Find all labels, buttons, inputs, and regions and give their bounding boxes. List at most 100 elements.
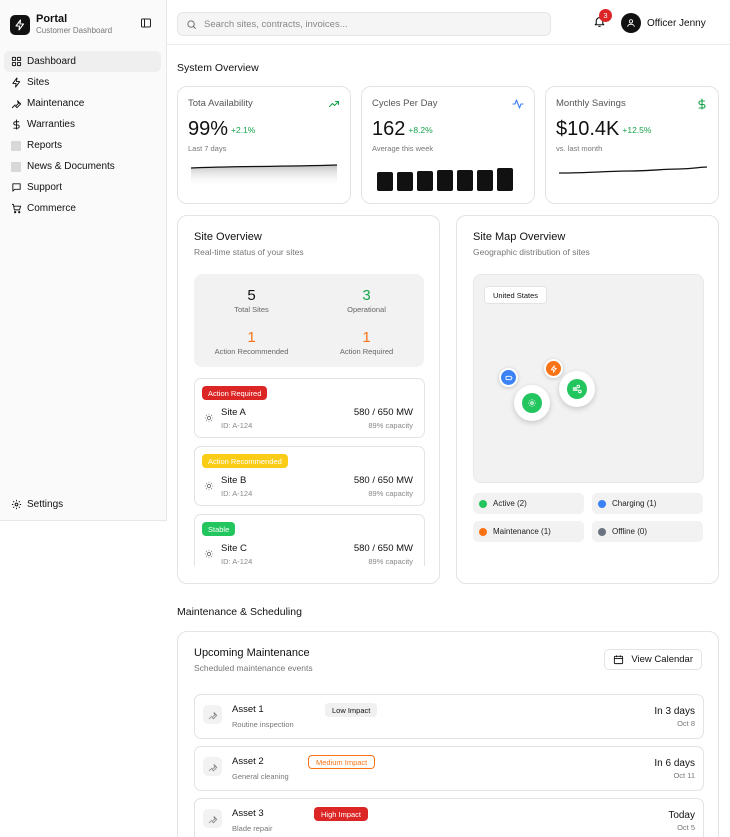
site-overview-subtitle: Real-time status of your sites [194, 247, 304, 257]
map-marker-charging[interactable] [499, 368, 518, 387]
map-marker-maintenance[interactable] [544, 359, 563, 378]
site-map[interactable]: United States [473, 274, 704, 483]
maintenance-when: Today [668, 810, 695, 821]
search-placeholder: Search sites, contracts, invoices... [204, 18, 348, 30]
stat-sub: vs. last month [556, 144, 603, 153]
grid-icon [10, 56, 22, 68]
sidebar-item-maintenance[interactable]: Maintenance [4, 93, 161, 114]
chat-icon [10, 182, 22, 194]
impact-badge: Medium Impact [308, 755, 376, 769]
maintenance-date: Oct 11 [673, 771, 695, 780]
summary-operational: 3 Operational [309, 287, 424, 314]
sidebar-item-dashboard[interactable]: Dashboard [4, 51, 161, 72]
trending-up-icon [328, 98, 340, 110]
site-id: ID: A-124 [221, 421, 253, 430]
user-menu[interactable]: Officer Jenny [621, 13, 706, 33]
brand[interactable]: Portal Customer Dashboard [10, 13, 112, 36]
site-map-subtitle: Geographic distribution of sites [473, 247, 590, 257]
maintenance-row[interactable]: Asset 2 General cleaning Medium Impact I… [194, 746, 704, 791]
site-power: 580 / 650 MW [353, 407, 413, 418]
summary-label: Action Required [339, 347, 394, 356]
view-calendar-button[interactable]: View Calendar [604, 649, 702, 670]
sidebar-item-news-documents[interactable]: News & Documents [4, 156, 161, 177]
availability-sparkline [191, 164, 337, 187]
asset-name: Asset 3 [232, 808, 264, 819]
summary-value: 5 [247, 287, 256, 304]
sun-icon [522, 393, 542, 413]
sun-icon [204, 481, 214, 491]
sidebar-item-label: Support [27, 182, 63, 193]
wrench-icon [203, 757, 222, 776]
stat-delta: +2.1% [231, 124, 256, 135]
summary-label: Action Recommended [214, 347, 289, 356]
wrench-icon [203, 705, 222, 724]
site-power: 580 / 650 MW [353, 475, 413, 486]
site-card[interactable]: Action Required Site A ID: A-124 580 / 6… [194, 378, 425, 438]
sidebar-item-sites[interactable]: Sites [4, 72, 161, 93]
search-input[interactable]: Search sites, contracts, invoices... [177, 12, 551, 36]
site-map-title: Site Map Overview [473, 231, 566, 243]
map-marker-active[interactable] [559, 371, 595, 407]
summary-value: 1 [362, 329, 371, 346]
site-card[interactable]: Action Recommended Site B ID: A-124 580 … [194, 446, 425, 506]
logo-bolt-icon [10, 14, 30, 35]
legend-label: Offline (0) [612, 527, 647, 536]
site-name: Site A [221, 407, 246, 418]
impact-badge: Low Impact [325, 703, 378, 717]
maintenance-title: Upcoming Maintenance [194, 647, 310, 659]
legend-charging: Charging (1) [592, 493, 703, 514]
sidebar-item-commerce[interactable]: Commerce [4, 198, 161, 219]
site-id: ID: A-124 [221, 489, 253, 498]
maintenance-when: In 6 days [654, 758, 695, 769]
gear-icon [10, 498, 22, 510]
stat-sub: Last 7 days [188, 144, 227, 153]
cycles-bar-chart [377, 168, 513, 191]
site-overview-card: Site Overview Real-time status of your s… [177, 215, 440, 584]
sidebar-item-support[interactable]: Support [4, 177, 161, 198]
maintenance-row[interactable]: Asset 1 Routine inspection Low Impact In… [194, 694, 704, 739]
maintenance-subtitle: Scheduled maintenance events [194, 663, 313, 673]
map-marker-active[interactable] [514, 385, 550, 421]
site-overview-title: Site Overview [194, 231, 262, 243]
site-summary: 5 Total Sites 3 Operational 1 Action Rec… [194, 274, 424, 367]
stat-label: Tota Availability [188, 98, 253, 109]
status-dot [598, 527, 606, 536]
search-icon [186, 19, 197, 30]
site-power: 580 / 650 MW [353, 543, 413, 554]
savings-sparkline [559, 166, 707, 174]
sidebar-item-settings[interactable]: Settings [10, 498, 63, 510]
summary-value: 1 [247, 329, 256, 346]
site-list[interactable]: Action Required Site A ID: A-124 580 / 6… [194, 378, 425, 566]
summary-value: 3 [362, 287, 371, 304]
stat-sub: Average this week [372, 144, 434, 153]
bar [437, 170, 453, 191]
sidebar-item-label: Commerce [27, 203, 76, 214]
maintenance-row[interactable]: Asset 3 Blade repair High Impact Today O… [194, 798, 704, 837]
asset-task: Routine inspection [232, 720, 294, 729]
stat-delta: +8.2% [408, 124, 433, 135]
bolt-icon [550, 364, 557, 373]
site-map-card: Site Map Overview Geographic distributio… [456, 215, 719, 584]
bar [377, 172, 393, 191]
wrench-icon [10, 98, 22, 110]
site-id: ID: A-124 [221, 557, 253, 566]
sidebar-item-label: Maintenance [27, 98, 85, 109]
battery-icon [505, 375, 513, 380]
status-badge: Action Required [202, 386, 268, 400]
impact-badge: High Impact [314, 807, 369, 821]
sidebar: Portal Customer Dashboard Dashboard Site… [0, 0, 167, 521]
site-name: Site C [221, 543, 247, 554]
sun-icon [204, 549, 214, 559]
sidebar-item-label: Dashboard [27, 56, 76, 67]
view-calendar-label: View Calendar [631, 654, 693, 665]
brand-title: Portal [36, 13, 68, 25]
site-name: Site B [221, 475, 247, 486]
sidebar-item-reports[interactable]: Reports [4, 135, 161, 156]
site-card[interactable]: Stable Site C ID: A-124 580 / 650 MW 89%… [194, 514, 425, 566]
legend-label: Active (2) [493, 499, 527, 508]
sidebar-item-warranties[interactable]: Warranties [4, 114, 161, 135]
dollar-icon [10, 119, 22, 131]
asset-name: Asset 1 [232, 704, 264, 715]
placeholder-icon [10, 161, 22, 173]
sidebar-toggle-icon[interactable] [140, 17, 152, 29]
